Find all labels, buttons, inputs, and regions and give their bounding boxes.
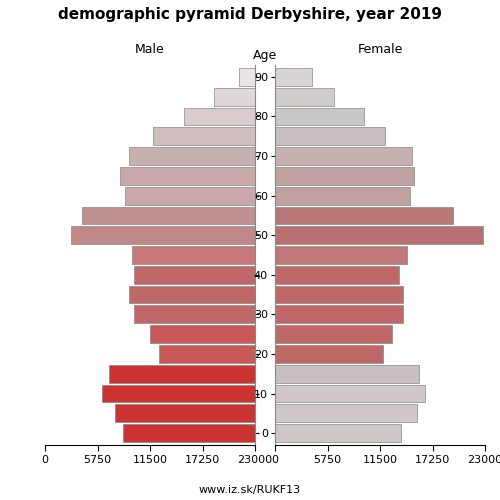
Bar <box>275 206 453 224</box>
Bar <box>116 404 255 422</box>
Bar <box>134 266 255 283</box>
Bar <box>275 246 407 264</box>
Bar <box>275 326 392 343</box>
Bar <box>275 365 420 382</box>
Bar <box>275 404 416 422</box>
Bar <box>275 286 403 304</box>
Bar <box>152 128 255 145</box>
Bar <box>134 306 255 324</box>
Bar <box>102 384 255 402</box>
Text: Age: Age <box>253 50 277 62</box>
Bar <box>275 384 424 402</box>
Bar <box>122 424 255 442</box>
Bar <box>275 108 364 126</box>
Bar <box>126 186 255 204</box>
Bar <box>129 147 255 165</box>
Bar <box>275 345 382 363</box>
Bar <box>150 326 255 343</box>
Text: www.iz.sk/RUKF13: www.iz.sk/RUKF13 <box>199 485 301 495</box>
Bar <box>275 128 384 145</box>
Bar <box>109 365 255 382</box>
Bar <box>275 186 410 204</box>
Bar <box>275 147 412 165</box>
Text: Male: Male <box>135 42 165 56</box>
Bar <box>238 68 255 86</box>
Bar <box>184 108 255 126</box>
Bar <box>275 306 403 324</box>
Bar <box>159 345 255 363</box>
Bar <box>82 206 255 224</box>
Bar <box>275 88 334 106</box>
Bar <box>275 226 483 244</box>
Bar <box>214 88 255 106</box>
Bar <box>129 286 255 304</box>
Bar <box>275 68 312 86</box>
Bar <box>275 266 399 283</box>
Text: demographic pyramid Derbyshire, year 2019: demographic pyramid Derbyshire, year 201… <box>58 8 442 22</box>
Text: Female: Female <box>358 42 403 56</box>
Bar <box>132 246 255 264</box>
Bar <box>275 424 401 442</box>
Bar <box>275 167 414 184</box>
Bar <box>70 226 255 244</box>
Bar <box>120 167 255 184</box>
